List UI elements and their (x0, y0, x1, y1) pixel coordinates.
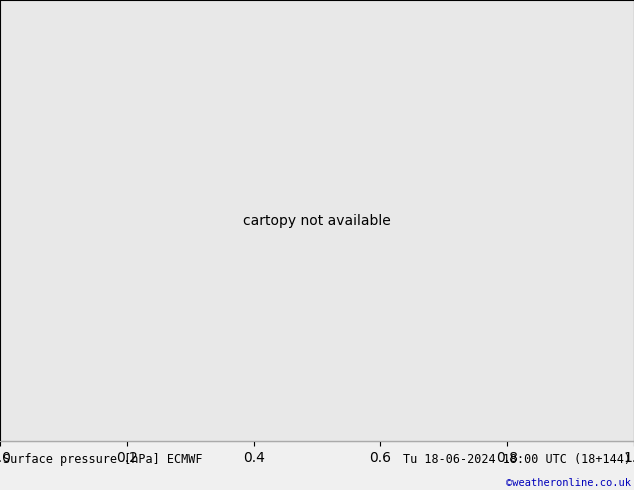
Text: ©weatheronline.co.uk: ©weatheronline.co.uk (506, 478, 631, 488)
Text: cartopy not available: cartopy not available (243, 214, 391, 227)
Text: Surface pressure [hPa] ECMWF: Surface pressure [hPa] ECMWF (3, 453, 203, 466)
Text: Tu 18-06-2024 18:00 UTC (18+144): Tu 18-06-2024 18:00 UTC (18+144) (403, 453, 631, 466)
